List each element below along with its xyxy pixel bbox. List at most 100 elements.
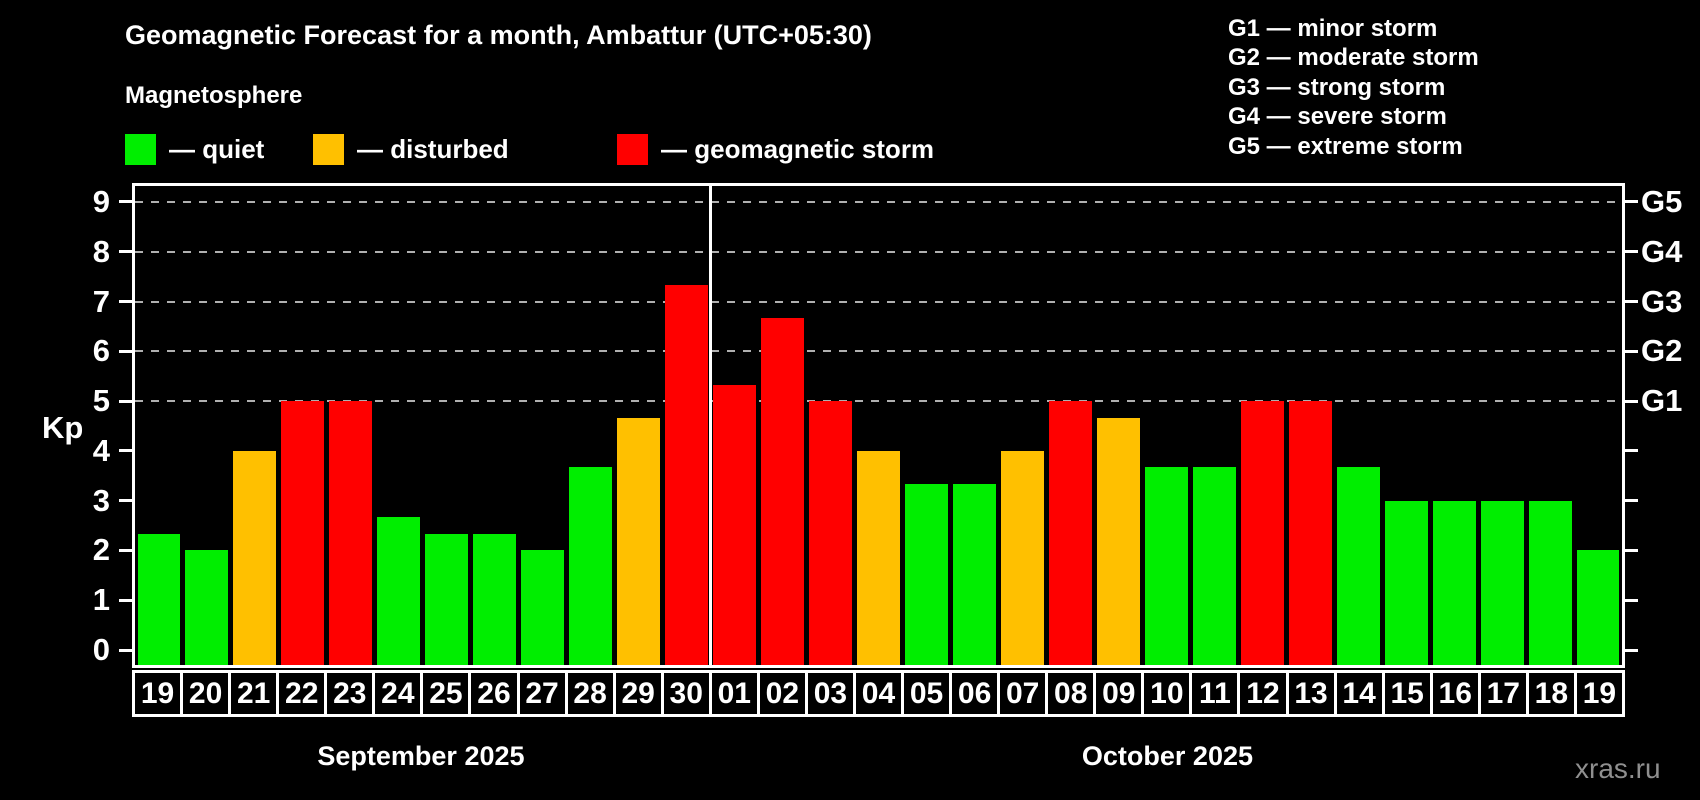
g-scale-legend: G1 — minor storm G2 — moderate storm G3 … bbox=[1228, 14, 1479, 161]
date-label-october-09: 09 bbox=[1093, 670, 1145, 717]
chart-title: Geomagnetic Forecast for a month, Ambatt… bbox=[125, 20, 872, 50]
legend-item-quiet: — quiet bbox=[125, 133, 264, 165]
kp-bar-october-17 bbox=[1480, 500, 1524, 665]
kp-bar-october-08 bbox=[1048, 401, 1092, 665]
y-tick-right-8 bbox=[1625, 250, 1638, 254]
month-label-september: September 2025 bbox=[317, 741, 525, 771]
date-label-september-20: 20 bbox=[180, 670, 232, 717]
kp-bar-september-24 bbox=[377, 517, 421, 665]
y-tick-label-4: 4 bbox=[92, 432, 110, 468]
kp-bar-october-01 bbox=[713, 384, 757, 665]
date-label-october-10: 10 bbox=[1141, 670, 1193, 717]
date-label-october-04: 04 bbox=[852, 670, 904, 717]
y-tick-left-9 bbox=[119, 200, 132, 204]
y-tick-right-5 bbox=[1625, 399, 1638, 403]
date-label-september-27: 27 bbox=[516, 670, 568, 717]
g3-legend-line: G3 — strong storm bbox=[1228, 73, 1446, 101]
kp-bar-september-29 bbox=[617, 417, 661, 665]
y-tick-right-2 bbox=[1625, 548, 1638, 552]
legend-item-disturbed: — disturbed bbox=[313, 133, 509, 165]
date-label-october-13: 13 bbox=[1285, 670, 1337, 717]
date-label-october-06: 06 bbox=[949, 670, 1001, 717]
month-labels-row: September 2025 October 2025 bbox=[132, 741, 1625, 772]
g4-legend-line: G4 — severe storm bbox=[1228, 103, 1447, 131]
kp-bar-october-15 bbox=[1384, 500, 1428, 665]
y-tick-left-3 bbox=[119, 499, 132, 503]
kp-bar-september-25 bbox=[425, 534, 469, 665]
disturbed-color-swatch bbox=[313, 133, 344, 165]
quiet-label: — quiet bbox=[169, 133, 265, 164]
kp-bar-october-12 bbox=[1240, 401, 1284, 665]
month-divider bbox=[709, 186, 713, 665]
date-label-october-15: 15 bbox=[1381, 670, 1433, 717]
kp-bar-september-20 bbox=[185, 550, 229, 665]
y-tick-left-6 bbox=[119, 349, 132, 353]
date-label-october-02: 02 bbox=[756, 670, 808, 717]
date-label-october-03: 03 bbox=[804, 670, 856, 717]
date-label-october-08: 08 bbox=[1045, 670, 1097, 717]
chart-subtitle: Magnetosphere bbox=[125, 82, 303, 109]
y-tick-left-2 bbox=[119, 548, 132, 552]
y-tick-label-7: 7 bbox=[92, 283, 110, 319]
y-tick-right-4 bbox=[1625, 449, 1638, 453]
date-label-october-07: 07 bbox=[997, 670, 1049, 717]
kp-bar-october-10 bbox=[1144, 467, 1188, 665]
storm-color-swatch bbox=[617, 133, 648, 165]
date-label-october-19: 19 bbox=[1573, 670, 1625, 717]
kp-bar-september-28 bbox=[569, 467, 613, 665]
kp-bar-september-21 bbox=[233, 450, 277, 665]
storm-label: — geomagnetic storm bbox=[661, 133, 935, 164]
y-tick-label-3: 3 bbox=[92, 482, 110, 518]
y-tick-right-0 bbox=[1625, 648, 1638, 652]
y-tick-left-7 bbox=[119, 300, 132, 304]
date-label-september-30: 30 bbox=[660, 670, 712, 717]
y-tick-right-3 bbox=[1625, 499, 1638, 503]
kp-bar-october-09 bbox=[1096, 417, 1140, 665]
y-tick-label-1: 1 bbox=[92, 582, 110, 618]
date-label-october-18: 18 bbox=[1525, 670, 1577, 717]
gridline-kp5 bbox=[135, 400, 1622, 403]
y-tick-left-5 bbox=[119, 399, 132, 403]
kp-bar-october-06 bbox=[952, 484, 996, 665]
g-axis-label-g4: G4 bbox=[1641, 233, 1683, 269]
y-tick-label-9: 9 bbox=[92, 183, 110, 219]
g-axis-label-g5: G5 bbox=[1641, 183, 1683, 219]
kp-bar-october-03 bbox=[809, 401, 852, 665]
y-tick-label-0: 0 bbox=[92, 632, 110, 667]
g5-legend-line: G5 — extreme storm bbox=[1228, 132, 1463, 160]
date-label-september-28: 28 bbox=[564, 670, 616, 717]
kp-bar-october-11 bbox=[1192, 467, 1236, 665]
date-label-october-01: 01 bbox=[708, 670, 760, 717]
date-label-october-17: 17 bbox=[1477, 670, 1529, 717]
disturbed-label: — disturbed bbox=[357, 133, 509, 164]
date-label-october-05: 05 bbox=[901, 670, 953, 717]
quiet-color-swatch bbox=[125, 133, 156, 165]
g2-legend-line: G2 — moderate storm bbox=[1228, 44, 1479, 72]
date-label-september-21: 21 bbox=[228, 670, 280, 717]
y-tick-label-2: 2 bbox=[92, 532, 110, 568]
y-tick-label-8: 8 bbox=[92, 233, 110, 269]
kp-bar-october-02 bbox=[761, 317, 805, 665]
kp-bar-october-14 bbox=[1336, 467, 1380, 665]
date-label-october-16: 16 bbox=[1429, 670, 1481, 717]
kp-bar-october-16 bbox=[1432, 500, 1476, 665]
date-axis-row: 19 20 21 22 23 24 25 26 27 28 29 30 01 02 03 04 05 06 07 08… bbox=[132, 670, 1625, 717]
y-tick-left-4 bbox=[119, 449, 132, 453]
date-label-september-22: 22 bbox=[276, 670, 328, 717]
kp-bar-october-07 bbox=[1000, 450, 1044, 665]
kp-bar-october-13 bbox=[1288, 401, 1332, 665]
g-axis-label-g3: G3 bbox=[1641, 283, 1683, 319]
y-tick-right-7 bbox=[1625, 300, 1638, 304]
kp-bar-september-19 bbox=[137, 534, 181, 665]
date-label-october-11: 11 bbox=[1189, 670, 1241, 717]
watermark: xras.ru bbox=[1575, 753, 1661, 784]
y-axis-title: Kp bbox=[42, 410, 84, 445]
date-label-october-14: 14 bbox=[1333, 670, 1385, 717]
y-tick-left-0 bbox=[119, 648, 132, 652]
y-tick-label-6: 6 bbox=[92, 333, 110, 369]
kp-bar-september-23 bbox=[329, 401, 373, 665]
kp-bar-october-05 bbox=[904, 484, 948, 665]
y-tick-label-5: 5 bbox=[92, 383, 110, 419]
y-tick-right-1 bbox=[1625, 598, 1638, 602]
gridline-kp9 bbox=[135, 200, 1622, 203]
